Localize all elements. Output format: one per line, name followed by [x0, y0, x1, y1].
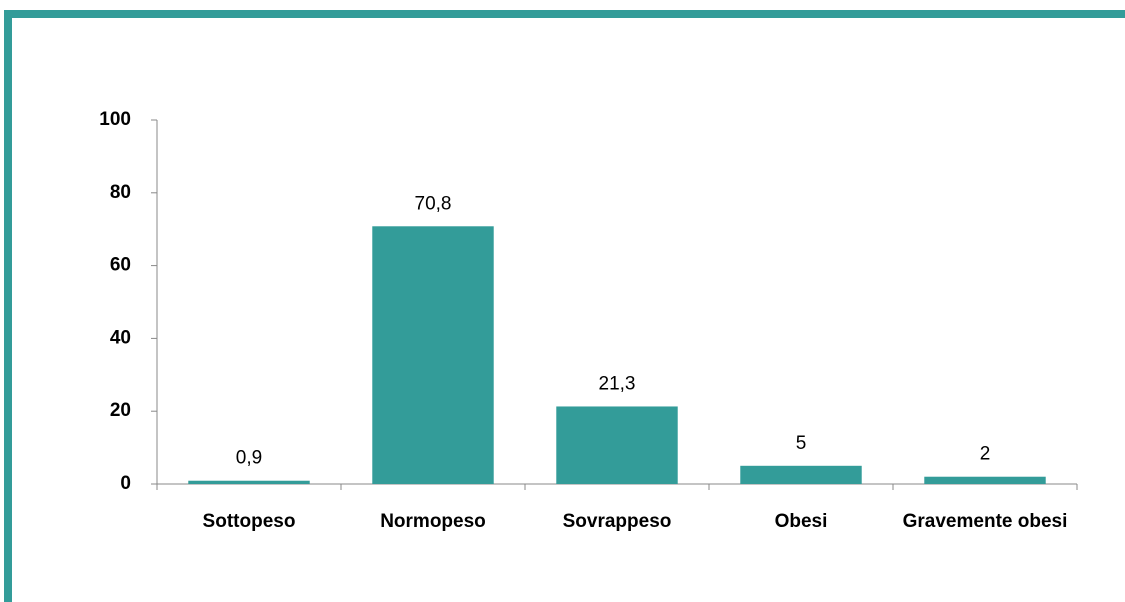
- y-tick-label: 100: [99, 109, 131, 130]
- bar: [924, 476, 1046, 484]
- frame-left: [4, 10, 12, 602]
- y-tick-label: 80: [110, 182, 131, 203]
- value-label: 70,8: [415, 193, 452, 214]
- y-tick-label: 20: [110, 400, 131, 421]
- x-tick-label: Sovrappeso: [563, 511, 672, 532]
- value-label: 2: [980, 444, 991, 465]
- x-tick-label: Normopeso: [380, 511, 486, 532]
- x-tick-label: Gravemente obesi: [903, 511, 1068, 532]
- bar: [740, 465, 862, 484]
- value-label: 21,3: [599, 373, 636, 394]
- value-label: 0,9: [236, 448, 262, 469]
- x-tick-label: Sottopeso: [203, 511, 296, 532]
- y-tick-label: 60: [110, 255, 131, 276]
- value-label: 5: [796, 433, 807, 454]
- bar: [372, 226, 494, 484]
- bar: [188, 480, 310, 484]
- x-tick-label: Obesi: [775, 511, 828, 532]
- bar: [556, 406, 678, 484]
- y-tick-label: 0: [120, 473, 131, 494]
- frame-top: [4, 10, 1125, 18]
- y-tick-label: 40: [110, 327, 131, 348]
